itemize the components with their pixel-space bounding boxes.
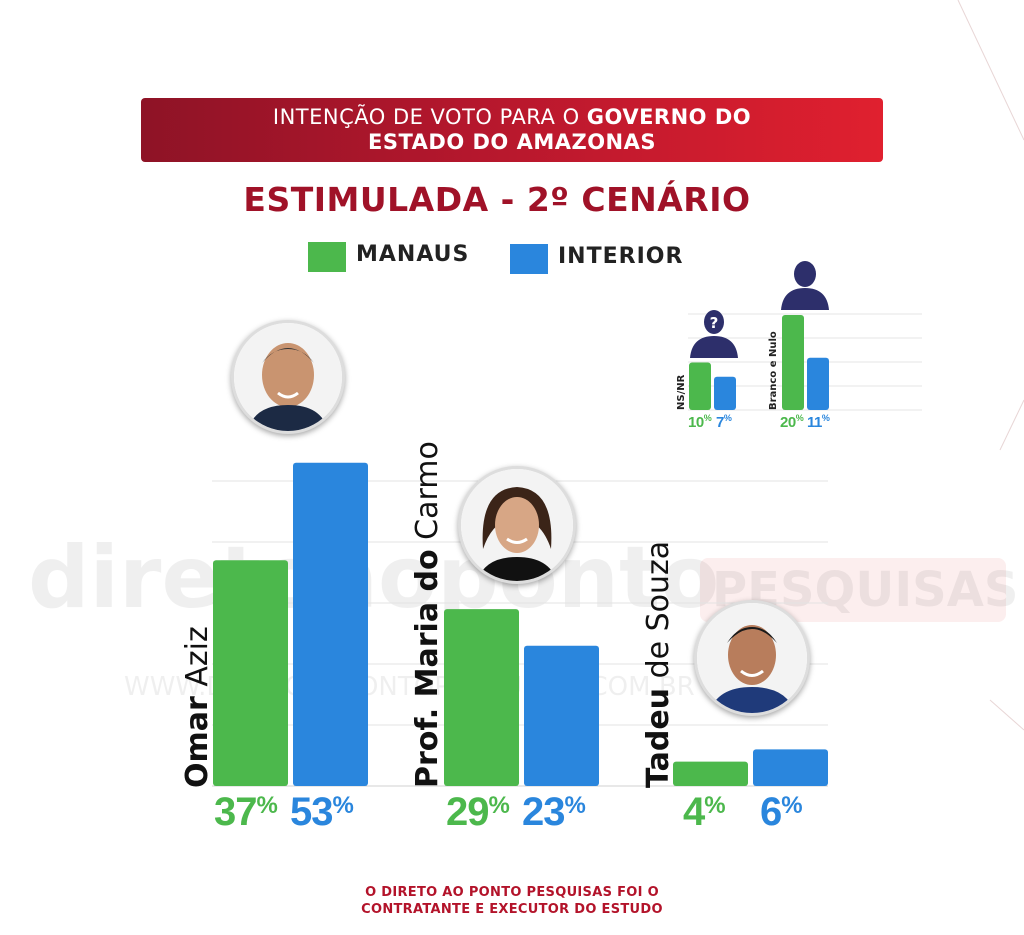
- svg-text:?: ?: [710, 314, 719, 332]
- bar-nsnr-manaus: [689, 362, 711, 410]
- bar-omar-aziz-interior: [293, 462, 368, 786]
- bar-tadeu-de-souza-interior: [753, 749, 828, 786]
- portrait-icon: [697, 603, 807, 713]
- candidate-name-tadeu-de-souza: Tadeu de Souza: [641, 540, 676, 788]
- person-question-icon: ?: [690, 310, 738, 358]
- header-line1-regular: INTENÇÃO DE VOTO PARA O: [272, 105, 587, 129]
- pct-label-omar-manaus: 37%: [214, 790, 278, 834]
- portrait-icon: [461, 469, 573, 581]
- others-label-nsnr: NS/NR: [676, 374, 687, 410]
- pct-label-nsnr-manaus: 10%: [688, 413, 712, 431]
- legend-swatch-interior: [510, 244, 548, 274]
- bar-maria-do-carmo-manaus: [444, 609, 519, 786]
- pct-label-tadeu-interior: 6%: [760, 790, 803, 834]
- avatar-maria-do-carmo: [458, 466, 576, 584]
- avatar-omar-aziz: [231, 320, 345, 434]
- legend-swatch-manaus: [308, 242, 346, 272]
- scenario-title: ESTIMULADA - 2º CENÁRIO: [243, 180, 751, 219]
- portrait-icon: [234, 323, 342, 431]
- pct-label-tadeu-manaus: 4%: [683, 790, 726, 834]
- footer-line1: O DIRETO AO PONTO PESQUISAS FOI O: [365, 885, 659, 900]
- header-banner: INTENÇÃO DE VOTO PARA O GOVERNO DO ESTAD…: [141, 98, 883, 162]
- pct-label-branco-manaus: 20%: [780, 413, 804, 431]
- bar-maria-do-carmo-interior: [524, 645, 599, 786]
- legend-label-manaus: MANAUS: [356, 242, 470, 267]
- candidate-name-omar-aziz: Omar Aziz: [180, 626, 215, 788]
- pct-label-omar-interior: 53%: [290, 790, 354, 834]
- pct-label-nsnr-interior: 7%: [716, 413, 732, 431]
- bar-branco-nulo-manaus: [782, 315, 804, 410]
- footer-credit: O DIRETO AO PONTO PESQUISAS FOI O CONTRA…: [0, 884, 1024, 918]
- person-icon: [781, 261, 829, 310]
- bar-tadeu-de-souza-manaus: [673, 761, 748, 786]
- footer-line2: CONTRATANTE E EXECUTOR DO ESTUDO: [361, 902, 663, 917]
- avatar-tadeu-de-souza: [694, 600, 810, 716]
- bar-omar-aziz-manaus: [213, 560, 288, 786]
- pct-label-maria-manaus: 29%: [446, 790, 510, 834]
- header-line1-bold: GOVERNO DO: [586, 105, 752, 129]
- others-label-branco-nulo: Branco e Nulo: [768, 331, 779, 410]
- candidate-name-maria-do-carmo: Prof. Maria do Carmo: [410, 441, 445, 788]
- legend-label-interior: INTERIOR: [558, 244, 684, 269]
- header-line2-bold: ESTADO DO AMAZONAS: [367, 130, 657, 154]
- pct-label-maria-interior: 23%: [522, 790, 586, 834]
- pct-label-branco-interior: 11%: [807, 413, 830, 431]
- bar-nsnr-interior: [714, 376, 736, 410]
- bar-branco-nulo-interior: [807, 357, 829, 410]
